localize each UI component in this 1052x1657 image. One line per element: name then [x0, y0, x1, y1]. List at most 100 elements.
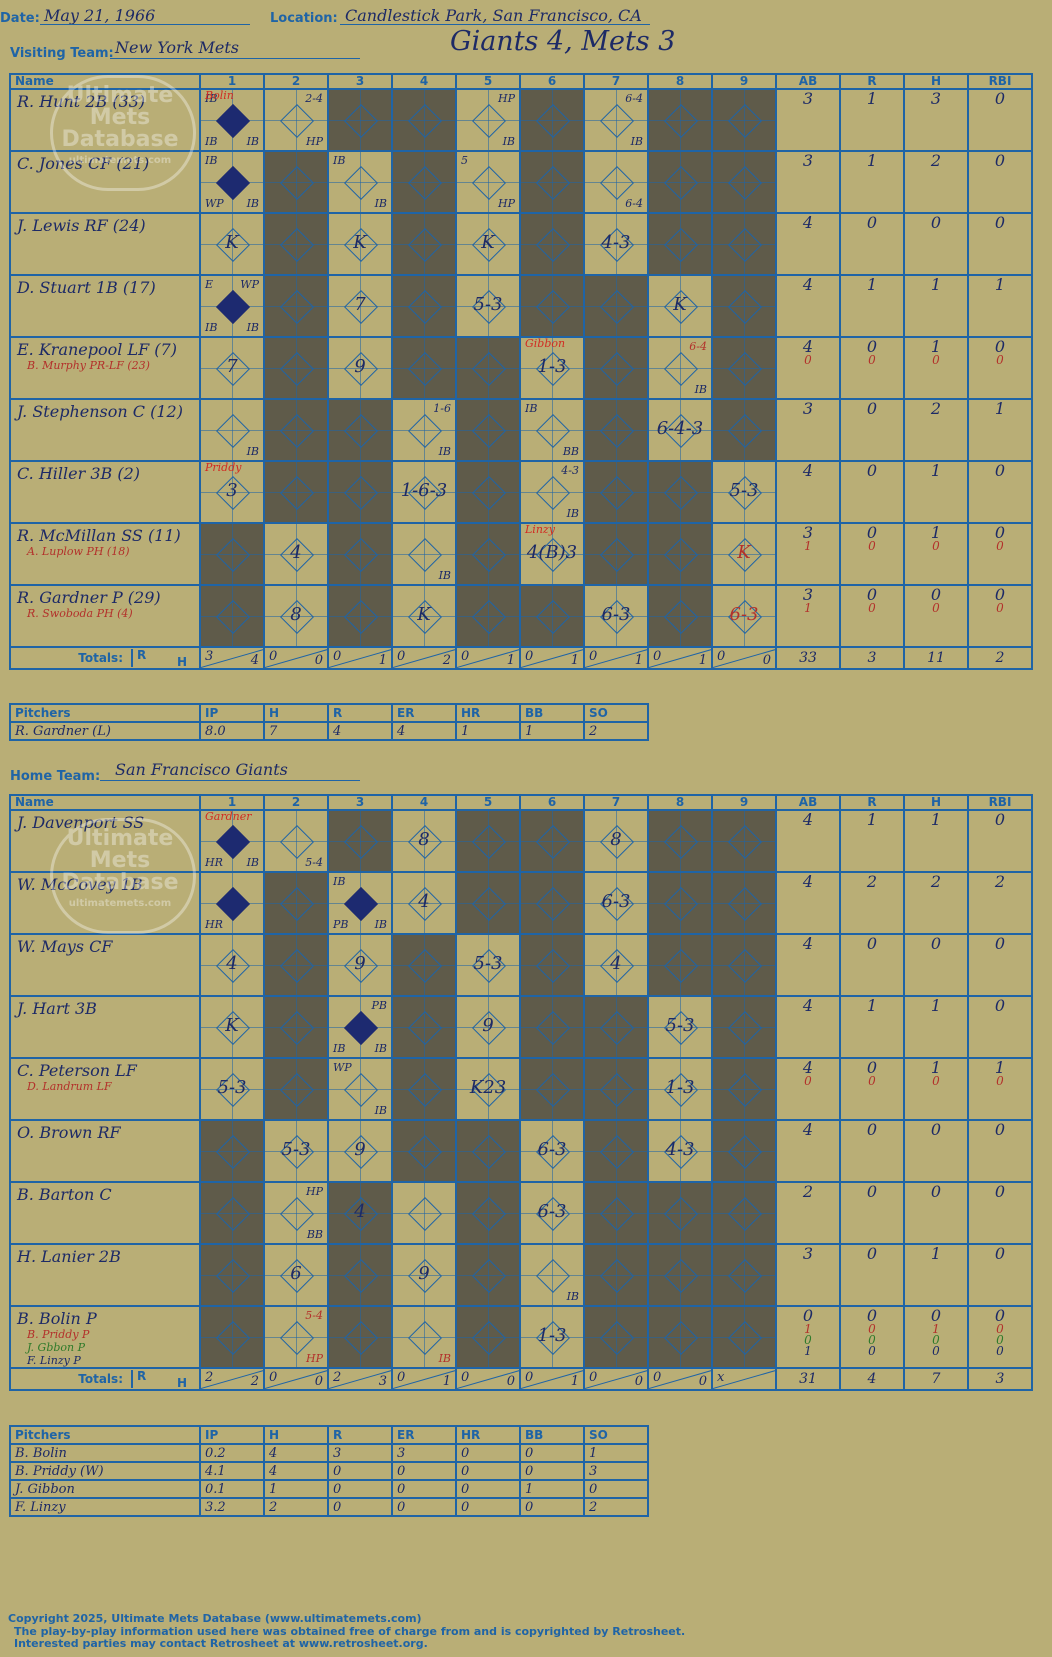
visitors-scorecard: Name 1 2 3 4 5 6 7 8 9 AB R H RBI R. Hunt 2B (33) IB IB I…: [9, 73, 1033, 670]
team-total: 11: [903, 646, 969, 670]
totals-label-cell: Totals: R H: [9, 1367, 201, 1391]
inning-hits: 0: [314, 653, 323, 668]
basepath-diamond: [600, 1197, 634, 1231]
pitching-header: H: [263, 703, 329, 723]
batter-name-cell: C. Hiller 3B (2): [9, 460, 201, 524]
batter-stat: 1: [839, 88, 905, 152]
play-result: 6-4-3: [656, 418, 704, 439]
play-note: 1-6: [433, 402, 451, 415]
inning-cell: [327, 522, 393, 586]
substitute-name: D. Landrum LF: [27, 1080, 112, 1093]
stat-value: 2: [930, 872, 942, 891]
inning-cell: 5-3: [263, 1119, 329, 1183]
basepath-diamond: [280, 949, 314, 983]
stat-value: 0: [866, 1058, 878, 1077]
basepath-diamond: [344, 538, 378, 572]
play-result: 5-3: [665, 1015, 695, 1036]
inning-cell: K: [647, 274, 713, 338]
pitcher-stat: 0: [455, 1497, 521, 1517]
cell-vline: [680, 525, 681, 583]
stat-value: 0: [866, 461, 878, 480]
cell-vline: [360, 1308, 361, 1366]
basepath-diamond: [280, 887, 314, 921]
basepath-diamond: [600, 1259, 634, 1293]
play-note: IB: [333, 875, 346, 888]
batter-name-cell: H. Lanier 2B: [9, 1243, 201, 1307]
cell-vline: [232, 401, 233, 459]
cell-vline: [360, 1060, 361, 1118]
inning-cell: [711, 88, 777, 152]
inning-cell: [519, 212, 585, 276]
pitcher-stat: 2: [263, 1497, 329, 1517]
basepath-diamond: [536, 476, 570, 510]
pitcher-name: J. Gibbon: [9, 1479, 201, 1499]
play-note: IB: [694, 383, 707, 396]
stat-value: 0: [930, 1182, 942, 1201]
date-label: Date:: [0, 11, 40, 26]
play-note: HP: [306, 1185, 323, 1198]
substitute-name: B. Murphy PR-LF (23): [27, 359, 150, 372]
cell-vline: [232, 339, 233, 397]
batter-name-cell: R. Gardner P (29) R. Swoboda PH (4): [9, 584, 201, 648]
inning-header: 4: [391, 794, 457, 811]
stat-value: 3: [930, 89, 942, 108]
play-result: 5-3: [473, 953, 503, 974]
cell-vline: [424, 1184, 425, 1242]
inning-cell: [647, 1181, 713, 1245]
cell-vline: [296, 587, 297, 645]
basepath-diamond: [536, 887, 570, 921]
cell-vline: [744, 874, 745, 932]
stat-value: 1: [866, 151, 878, 170]
batter-name: C. Peterson LF: [17, 1061, 137, 1080]
inning-hits: 0: [506, 1374, 515, 1389]
play-result: 1-3: [665, 1077, 695, 1098]
inning-cell: [327, 1305, 393, 1369]
sub-stat-value: 0: [868, 1344, 876, 1358]
inning-cell: 5-3: [455, 933, 521, 997]
visiting-team-label: Visiting Team:: [10, 46, 114, 61]
batter-row: J. Hart 3B K IB PB IB 9 5-3 4 1 1 0: [9, 995, 1033, 1059]
stat-header: RBI: [967, 73, 1033, 90]
batter-stat: 0: [967, 809, 1033, 873]
cell-vline: [616, 277, 617, 335]
basepath-diamond: [408, 1073, 442, 1107]
cell-vline: [360, 1184, 361, 1242]
basepath-diamond: [728, 1259, 762, 1293]
basepath-diamond: [536, 949, 570, 983]
basepath-diamond: [728, 1197, 762, 1231]
substitute-name: B. Priddy P: [27, 1328, 90, 1341]
batter-stat: 4: [775, 1119, 841, 1183]
stat-value: 1: [930, 461, 942, 480]
cell-vline: [552, 277, 553, 335]
stat-value: 3: [802, 399, 814, 418]
cell-vline: [488, 525, 489, 583]
batter-stat: 4: [775, 274, 841, 338]
inning-cell: [519, 871, 585, 935]
inning-cell: 1-6-3: [391, 460, 457, 524]
cell-vline: [552, 525, 553, 583]
inning-cell: 4: [583, 933, 649, 997]
inning-cell: [199, 584, 265, 648]
sub-stat-value: 1: [804, 1344, 812, 1358]
pitcher-row: J. Gibbon 0.1 1 0 0 0 1 0: [9, 1479, 649, 1499]
play-result: 4: [354, 1201, 366, 1222]
game-location: Candlestick Park, San Francisco, CA: [345, 6, 642, 25]
play-note: 5-4: [305, 856, 323, 869]
play-result: 9: [354, 356, 366, 377]
inning-runs: 3: [205, 649, 214, 664]
cell-vline: [296, 91, 297, 149]
basepath-diamond: [536, 1011, 570, 1045]
inning-cell: [583, 336, 649, 400]
batter-name: J. Stephenson C (12): [17, 402, 183, 421]
cell-vline: [616, 463, 617, 521]
basepath-diamond: [344, 166, 378, 200]
batter-name-cell: W. Mays CF: [9, 933, 201, 997]
inning-header: 7: [583, 794, 649, 811]
inning-runs: 0: [589, 649, 598, 664]
home-team-label: Home Team:: [10, 769, 101, 784]
inning-cell: [647, 150, 713, 214]
pitching-header-row: Pitchers IP H R ER HR BB SO: [9, 1425, 649, 1445]
